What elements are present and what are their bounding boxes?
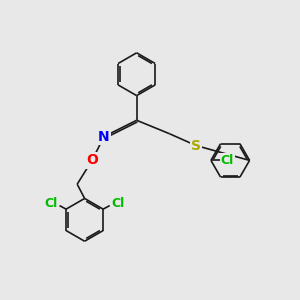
Text: Cl: Cl [111, 197, 124, 210]
Text: N: N [98, 130, 110, 144]
Text: S: S [191, 139, 201, 152]
Text: Cl: Cl [45, 197, 58, 210]
Text: O: O [86, 153, 98, 167]
Text: Cl: Cl [221, 154, 234, 167]
